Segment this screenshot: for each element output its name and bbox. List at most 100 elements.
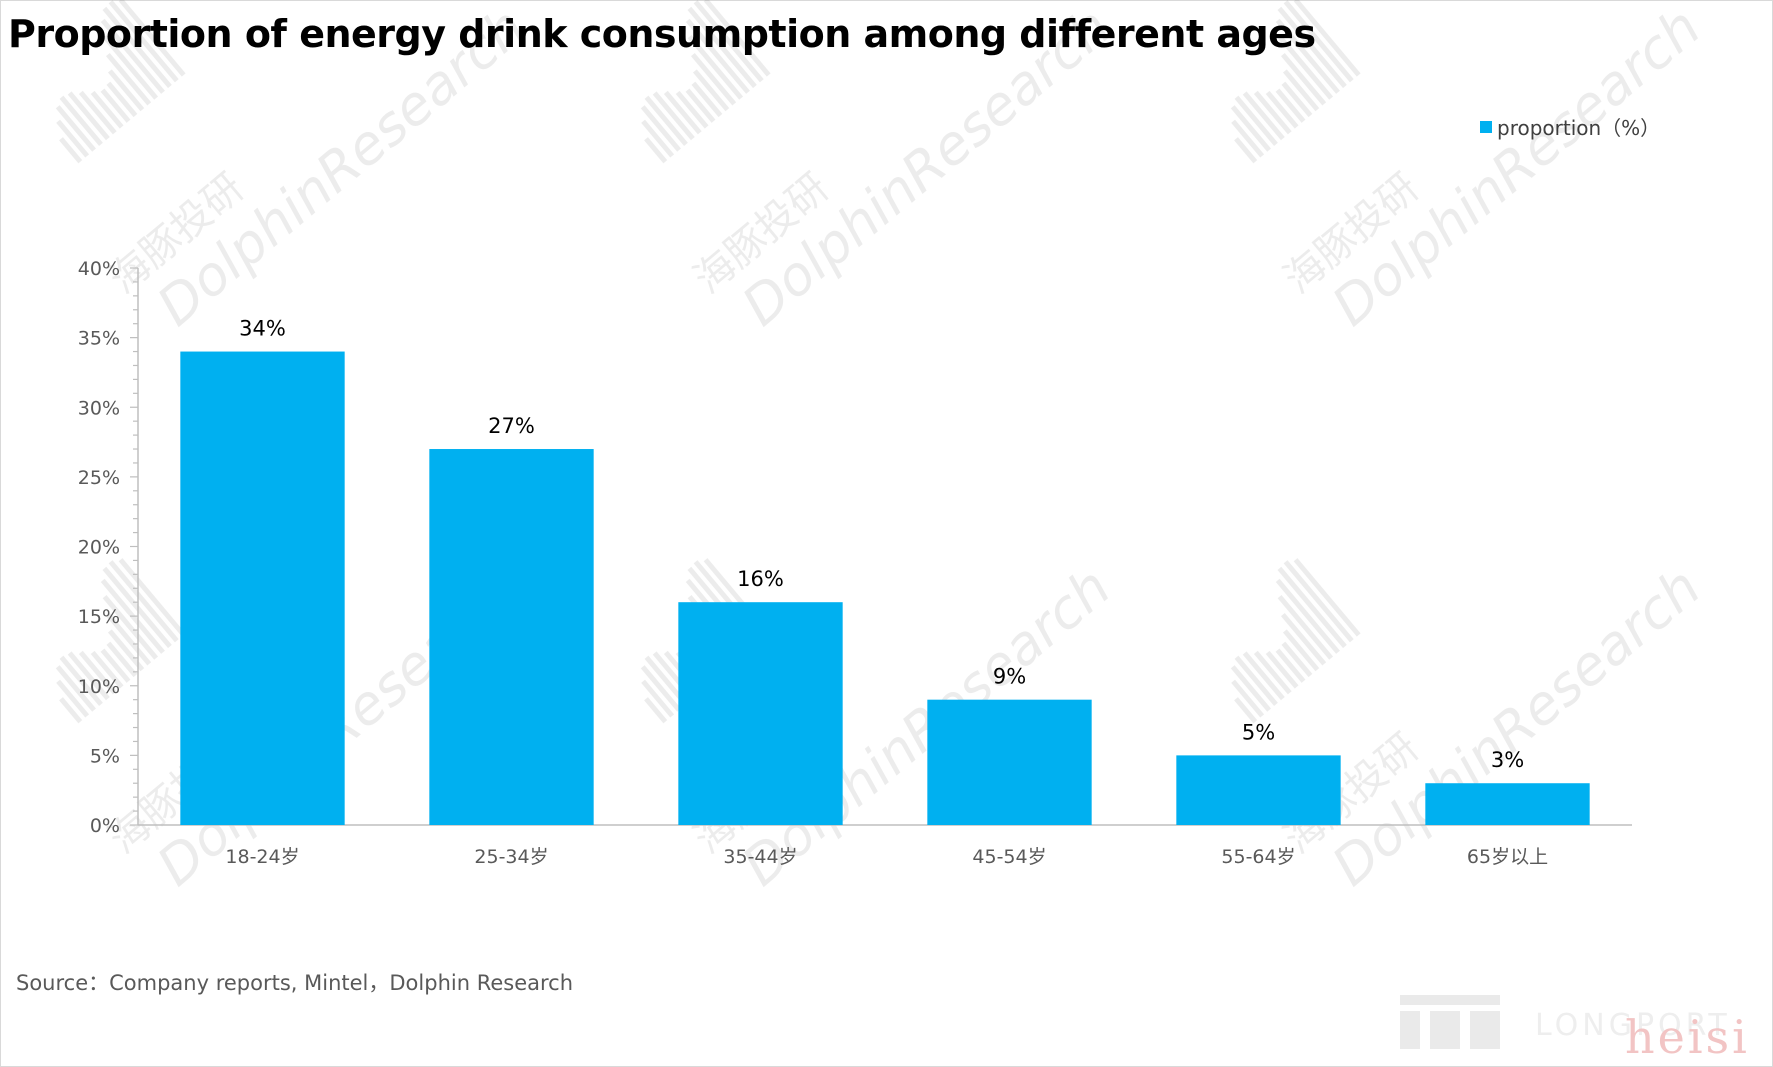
watermark-glyph-bar bbox=[100, 88, 131, 123]
watermark-glyph-bar bbox=[100, 18, 165, 94]
watermark-glyph-bar bbox=[1253, 650, 1292, 695]
watermark-glyph-bar bbox=[90, 650, 124, 689]
watermark-glyph-bar bbox=[1265, 650, 1299, 689]
watermark-glyph-bar bbox=[692, 69, 730, 112]
data-label: 34% bbox=[239, 317, 286, 341]
watermark-glyph-bar bbox=[1275, 18, 1340, 94]
watermark-glyph-bar bbox=[663, 90, 702, 135]
y-tick-label: 30% bbox=[78, 397, 120, 419]
legend-swatch bbox=[1480, 120, 1492, 133]
watermark-glyph-bar bbox=[105, 52, 152, 106]
watermark-glyph-bar bbox=[1234, 655, 1278, 706]
y-tick-label: 35% bbox=[78, 328, 120, 350]
watermark-glyph-bar bbox=[703, 0, 771, 77]
watermark-glyph-bar bbox=[108, 560, 179, 643]
watermark-glyph-bar bbox=[1275, 88, 1306, 123]
watermark-glyph-bar bbox=[100, 648, 131, 683]
watermark-glyph-bar bbox=[59, 95, 103, 146]
watermark-glyph-bar bbox=[1277, 566, 1347, 649]
watermark-glyph-bar bbox=[1281, 81, 1313, 118]
watermark-glyph-bar bbox=[685, 88, 716, 123]
watermark-glyph-bar bbox=[55, 105, 97, 152]
watermark-glyph-bar bbox=[90, 90, 124, 129]
watermark-glyph-bar bbox=[107, 69, 145, 112]
watermark-glyph-bar bbox=[644, 137, 668, 164]
y-tick-label: 15% bbox=[78, 606, 120, 628]
y-tick-label: 5% bbox=[90, 745, 120, 767]
data-label: 9% bbox=[993, 665, 1026, 689]
watermark-glyph-bar bbox=[1231, 119, 1265, 158]
x-tick-label: 35-44岁 bbox=[723, 846, 797, 868]
watermark-glyph-bar bbox=[1253, 90, 1292, 135]
data-label: 5% bbox=[1242, 720, 1275, 744]
watermark-glyph-bar bbox=[102, 595, 159, 660]
watermark-glyph-bar bbox=[105, 612, 152, 666]
x-tick-label: 65岁以上 bbox=[1467, 846, 1548, 868]
y-tick-label: 10% bbox=[78, 676, 120, 698]
legend-label: proportion（%） bbox=[1497, 116, 1661, 140]
watermark-glyph-bar bbox=[78, 650, 117, 695]
bar-35-44岁 bbox=[678, 602, 843, 825]
watermark-glyph-bar bbox=[1282, 69, 1320, 112]
legend: proportion（%） bbox=[1480, 112, 1660, 141]
watermark-glyph-bar bbox=[687, 6, 757, 89]
watermark-glyph-bar bbox=[675, 90, 709, 129]
y-tick-label: 20% bbox=[78, 537, 120, 559]
watermark-glyph-bar bbox=[652, 91, 695, 141]
watermark-glyph-bar bbox=[106, 641, 138, 678]
data-label: 16% bbox=[737, 567, 784, 591]
watermark-glyph-bar bbox=[644, 655, 688, 706]
watermark-glyph-bar bbox=[118, 558, 186, 637]
watermark-glyph-bar bbox=[1283, 0, 1354, 83]
watermark-glyph-bar bbox=[102, 566, 172, 649]
x-tick-label: 45-54岁 bbox=[972, 846, 1046, 868]
watermark-glyph-bar bbox=[107, 629, 145, 672]
y-tick-label: 40% bbox=[78, 258, 120, 280]
watermark-glyph-bar bbox=[1277, 35, 1334, 100]
watermark-glyph-bar bbox=[1231, 679, 1265, 718]
watermark-glyph-bar bbox=[644, 95, 688, 146]
y-tick-label: 25% bbox=[78, 467, 120, 489]
watermark-glyph-bar bbox=[1283, 560, 1354, 643]
watermark-glyph-bar bbox=[1277, 595, 1334, 660]
watermark-glyph-bar bbox=[641, 679, 675, 718]
watermark-glyph-bar bbox=[687, 35, 744, 100]
watermark-glyph-bar bbox=[1281, 641, 1313, 678]
longport-logo-watermark bbox=[1400, 995, 1500, 1049]
watermark-en-text: DolphinResearch bbox=[1320, 0, 1712, 338]
watermark-glyph-bar bbox=[1275, 578, 1340, 654]
watermark-glyph-bar bbox=[1275, 648, 1306, 683]
data-label: 3% bbox=[1491, 748, 1524, 772]
bar-45-54岁 bbox=[927, 699, 1092, 825]
watermark-glyph-bar bbox=[685, 18, 750, 94]
bar-65岁以上 bbox=[1425, 783, 1590, 825]
watermark-glyph-bar bbox=[1242, 651, 1285, 701]
watermark-glyph-bar bbox=[118, 0, 186, 77]
x-tick-label: 55-64岁 bbox=[1221, 846, 1295, 868]
watermark-glyph-bar bbox=[1277, 6, 1347, 89]
x-tick-label: 18-24岁 bbox=[225, 846, 299, 868]
watermark-glyph-bar bbox=[1230, 665, 1272, 712]
watermark-glyph-bar bbox=[55, 665, 97, 712]
watermark-glyph-bar bbox=[1230, 105, 1272, 152]
watermark-glyph-bar bbox=[1234, 137, 1258, 164]
y-tick-label: 0% bbox=[90, 815, 120, 837]
watermark-glyph-bar bbox=[640, 105, 682, 152]
bar-55-64岁 bbox=[1176, 755, 1341, 825]
x-tick-label: 25-34岁 bbox=[474, 846, 548, 868]
watermark-glyph-bar bbox=[1280, 612, 1327, 666]
watermark-glyph-bar bbox=[641, 119, 675, 158]
data-label: 27% bbox=[488, 414, 535, 438]
watermark-glyph-bar bbox=[59, 697, 83, 724]
bar-25-34岁 bbox=[429, 449, 594, 825]
watermark-glyph-bar bbox=[67, 651, 110, 701]
watermark-glyph-bar bbox=[102, 6, 172, 89]
watermark-glyph-bar bbox=[78, 90, 117, 135]
watermark-glyph-bar bbox=[106, 81, 138, 118]
watermark-glyph-bar bbox=[644, 697, 668, 724]
watermark-glyph-bar bbox=[59, 655, 103, 706]
